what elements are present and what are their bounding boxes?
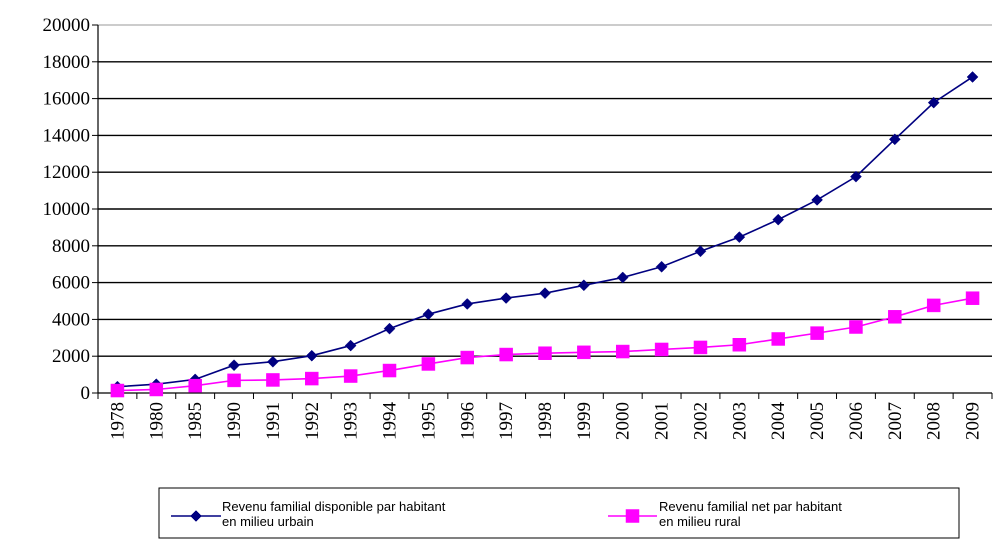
- x-tick-label: 1993: [341, 402, 362, 440]
- x-tick-label: 2008: [924, 402, 945, 440]
- data-point: [539, 287, 551, 300]
- data-point: [927, 96, 940, 109]
- x-tick-label: 1985: [185, 402, 206, 440]
- data-point: [577, 345, 591, 360]
- data-point: [616, 271, 629, 284]
- data-point: [850, 170, 862, 183]
- y-axis-ticks: 0 2000 4000 6000 8000 10000 12000 14000 16000 180…: [43, 15, 98, 404]
- x-tick-label: 2006: [846, 402, 867, 440]
- x-tick-label: 2009: [963, 402, 984, 440]
- data-point: [966, 71, 979, 83]
- x-tick-label: 2005: [807, 402, 828, 440]
- data-point: [421, 357, 436, 371]
- x-tick-label: 1999: [574, 402, 595, 440]
- x-axis-ticks: 1978 1980 1985 1990 1991 1992 1993 1994 1995 1996…: [97, 393, 993, 441]
- data-point: [732, 338, 747, 352]
- data-point: [266, 373, 280, 387]
- data-point: [538, 346, 552, 360]
- y-tick-label: 6000: [52, 273, 90, 294]
- x-tick-label: 1995: [418, 402, 439, 440]
- legend-entry: Revenu familial disponible par habitante…: [171, 499, 446, 529]
- data-point: [849, 320, 863, 334]
- legend-label: en milieu rural: [659, 514, 741, 529]
- x-tick-label: 2003: [729, 402, 750, 440]
- data-point: [227, 373, 241, 388]
- data-point: [655, 260, 668, 273]
- x-tick-label: 2002: [690, 402, 711, 440]
- data-point: [422, 308, 435, 321]
- legend-label: en milieu urbain: [222, 514, 314, 529]
- x-tick-label: 2004: [768, 402, 789, 441]
- legend-marker: [190, 510, 202, 522]
- data-point: [733, 231, 746, 243]
- data-point: [888, 310, 902, 324]
- y-tick-label: 4000: [52, 309, 90, 330]
- data-point: [267, 355, 279, 368]
- series-rural: [110, 291, 980, 398]
- y-tick-label: 0: [81, 383, 91, 404]
- data-point: [771, 332, 785, 346]
- data-point: [926, 298, 941, 313]
- gridlines: [98, 24, 992, 357]
- data-point: [694, 245, 707, 258]
- y-tick-label: 14000: [43, 125, 91, 146]
- x-tick-label: 2001: [652, 402, 673, 440]
- legend-box: [158, 487, 960, 539]
- data-point: [654, 342, 669, 357]
- data-point: [382, 363, 397, 378]
- data-point: [149, 382, 164, 397]
- data-point: [110, 383, 125, 398]
- x-tick-label: 1992: [302, 402, 323, 440]
- data-point: [305, 371, 319, 386]
- x-tick-label: 1980: [146, 402, 167, 440]
- x-tick-label: 1990: [224, 402, 245, 440]
- y-tick-label: 20000: [43, 15, 91, 36]
- data-point: [305, 349, 318, 362]
- data-point: [460, 350, 475, 365]
- x-tick-label: 2007: [885, 402, 906, 440]
- data-point: [344, 339, 357, 352]
- x-tick-label: 1996: [457, 402, 478, 440]
- y-tick-label: 10000: [43, 199, 91, 220]
- x-tick-label: 1998: [535, 402, 556, 440]
- y-tick-label: 12000: [43, 162, 91, 183]
- x-tick-label: 1978: [107, 402, 128, 440]
- data-point: [615, 344, 630, 359]
- y-tick-label: 8000: [52, 236, 90, 257]
- data-point: [500, 292, 512, 304]
- data-point: [965, 291, 980, 305]
- data-point: [461, 298, 474, 310]
- series-line: [117, 76, 974, 388]
- series-group: [110, 71, 980, 398]
- x-tick-label: 1997: [496, 402, 517, 440]
- y-tick-label: 2000: [52, 346, 90, 367]
- y-tick-label: 16000: [43, 89, 91, 110]
- x-tick-label: 2000: [613, 402, 634, 440]
- data-point: [811, 194, 823, 206]
- data-point: [772, 213, 785, 226]
- legend-marker: [625, 509, 640, 523]
- legend-label: Revenu familial net par habitant: [659, 499, 842, 514]
- series-line: [117, 297, 973, 392]
- data-point: [499, 347, 513, 362]
- data-point: [228, 359, 240, 372]
- data-point: [810, 326, 824, 340]
- data-point: [578, 279, 590, 292]
- x-tick-label: 1991: [263, 402, 284, 440]
- x-tick-label: 1994: [380, 402, 401, 441]
- legend-label: Revenu familial disponible par habitant: [222, 499, 446, 514]
- series-urban: [111, 71, 979, 393]
- data-point: [693, 340, 708, 355]
- data-point: [343, 369, 358, 383]
- legend: Revenu familial disponible par habitante…: [158, 487, 960, 539]
- data-point: [888, 133, 901, 146]
- data-point: [383, 322, 396, 335]
- data-point: [188, 378, 202, 393]
- y-tick-label: 18000: [43, 52, 91, 73]
